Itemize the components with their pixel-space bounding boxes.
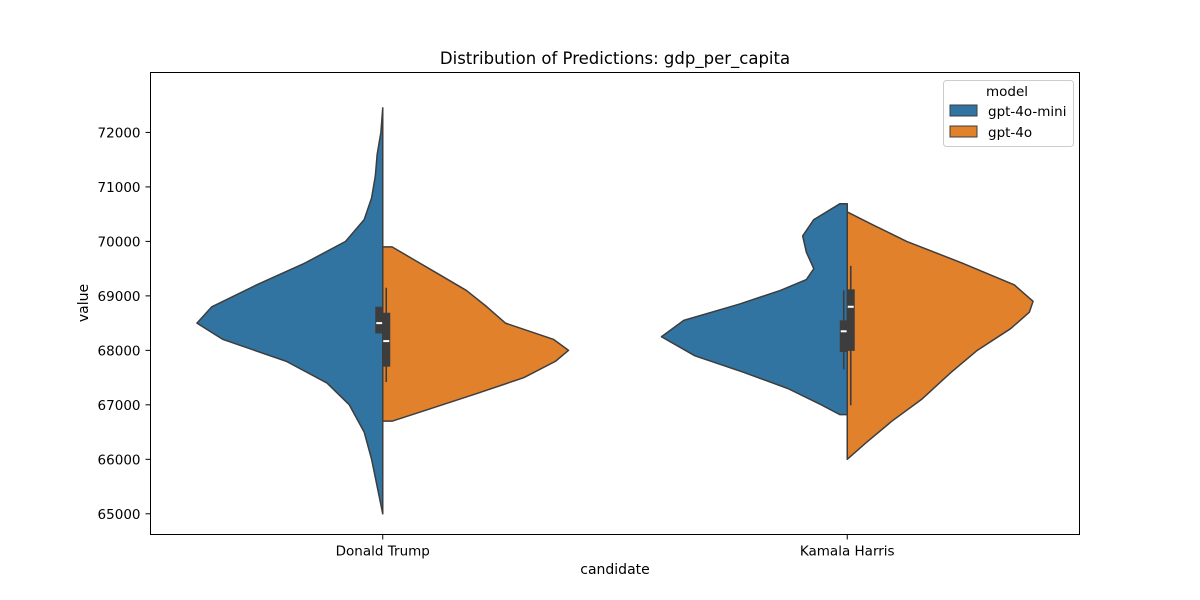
y-tick-label-67000: 67000 [98, 398, 141, 414]
legend-label-gpt-4o-mini: gpt-4o-mini [988, 104, 1066, 120]
y-tick-label-68000: 68000 [98, 343, 141, 359]
y-tick-label-66000: 66000 [98, 452, 141, 468]
chart-title: Distribution of Predictions: gdp_per_cap… [440, 49, 790, 69]
legend: model gpt-4o-mini gpt-4o [943, 80, 1074, 147]
y-tick-label-70000: 70000 [98, 234, 141, 250]
legend-swatch-gpt-4o-mini [949, 104, 978, 117]
iqr-box-gpt-4o-mini-kamala-harris [839, 320, 848, 352]
violin-layer [196, 107, 1034, 515]
y-axis: 65000 66000 67000 68000 69000 70000 71000 72000 [98, 125, 151, 523]
iqr-box-gpt-4o-mini-donald-trump [375, 306, 384, 334]
iqr-box-gpt-4o-kamala-harris [846, 289, 855, 351]
y-axis-label: value [76, 284, 92, 322]
y-tick-label-72000: 72000 [98, 125, 141, 141]
plot-frame [150, 72, 1080, 535]
violin-gpt-4o-donald-trump [382, 246, 570, 422]
x-tick-label-donald-trump: Donald Trump [336, 544, 430, 560]
y-tick-label-71000: 71000 [98, 180, 141, 196]
y-tick-label-69000: 69000 [98, 289, 141, 305]
violin-gpt-4o-kamala-harris [846, 211, 1034, 461]
legend-title: model [986, 84, 1028, 100]
x-axis-label: candidate [580, 562, 650, 578]
iqr-box-gpt-4o-donald-trump [382, 312, 391, 367]
legend-swatch-gpt-4o [949, 125, 978, 138]
violin-gpt-4o-mini-kamala-harris [660, 203, 848, 416]
legend-label-gpt-4o: gpt-4o [988, 125, 1032, 141]
violin-gpt-4o-mini-donald-trump [196, 107, 384, 515]
x-tick-label-kamala-harris: Kamala Harris [800, 544, 895, 560]
box-layer [375, 265, 855, 406]
y-tick-label-65000: 65000 [98, 507, 141, 523]
x-axis: Donald Trump Kamala Harris [336, 534, 895, 560]
